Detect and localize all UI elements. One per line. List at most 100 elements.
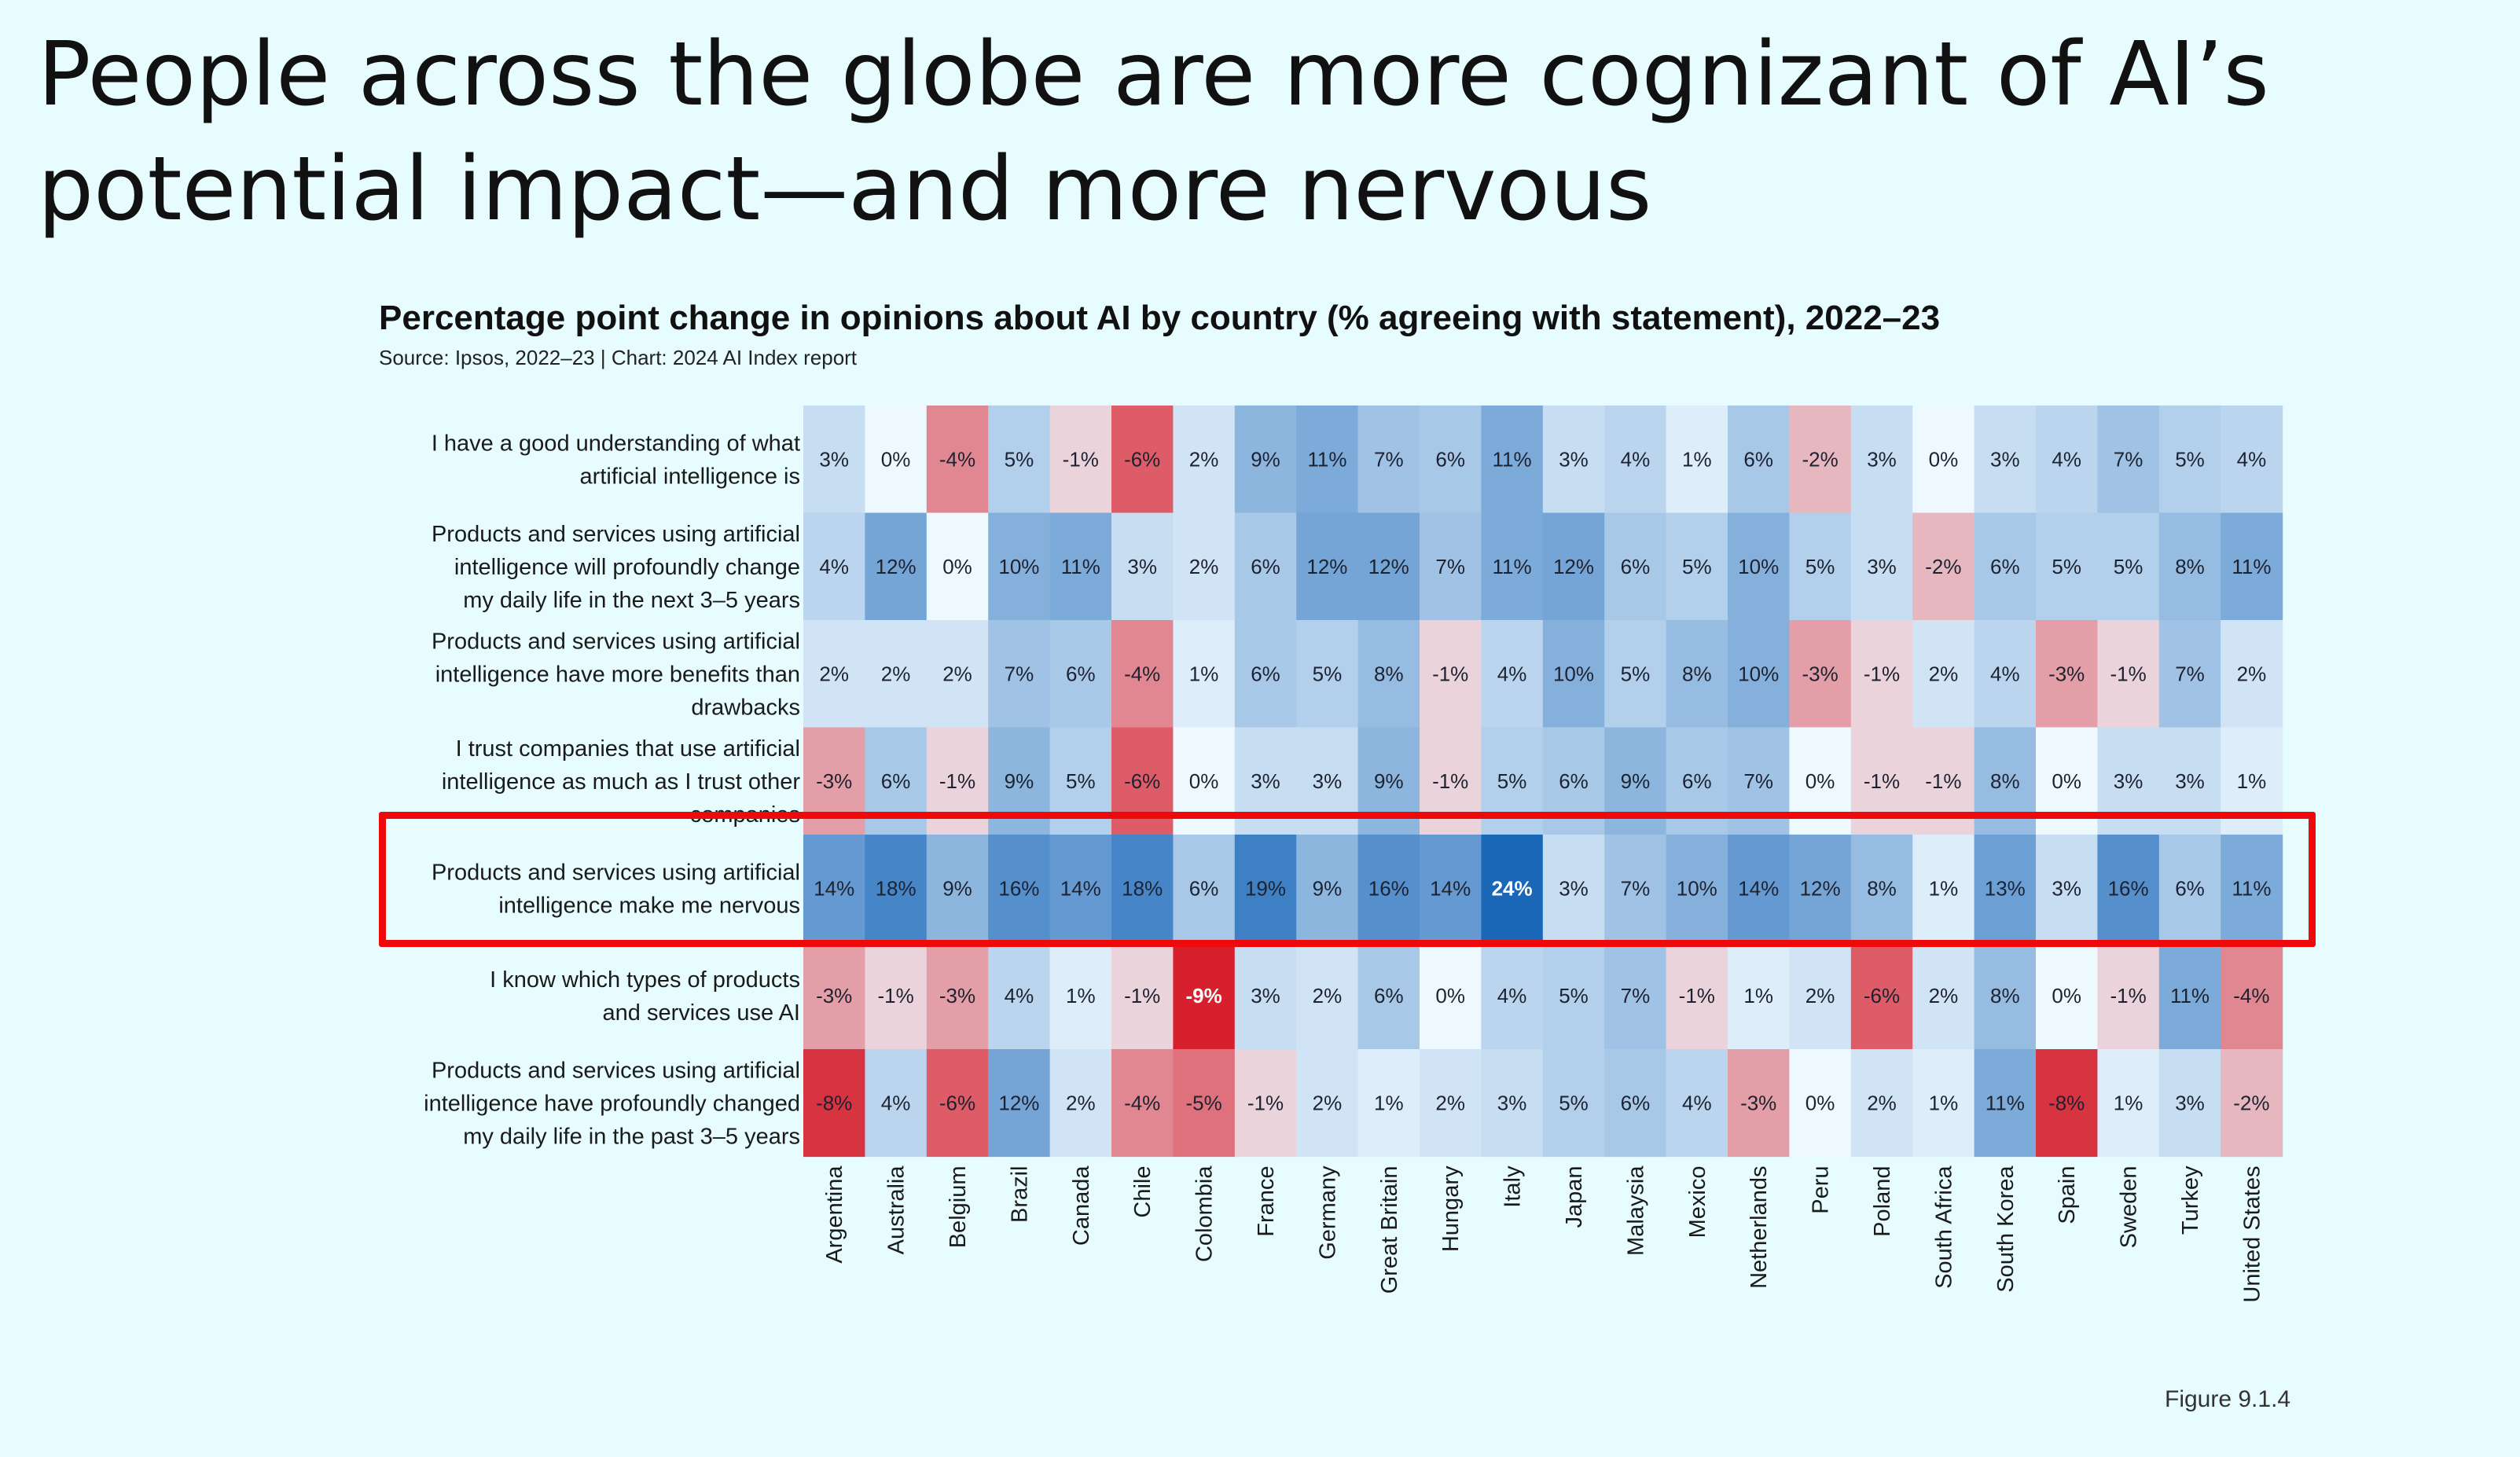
heatmap-cell <box>1789 406 1852 514</box>
cell-value-label: 7% <box>2175 662 2205 685</box>
cell-value-label: 2% <box>1806 984 1835 1007</box>
cell-value-label: 3% <box>2175 769 2205 793</box>
heatmap-cell <box>1542 941 1605 1050</box>
column-label: South Korea <box>1993 1165 2019 1293</box>
cell-value-label: 4% <box>1497 984 1527 1007</box>
cell-value-label: -4% <box>1124 1091 1160 1114</box>
cell-value-label: 12% <box>876 555 917 578</box>
heatmap-cell <box>1111 835 1174 943</box>
cell-value-label: 2% <box>1867 1091 1897 1114</box>
heatmap-cell <box>988 941 1051 1050</box>
heatmap-cell <box>1111 620 1174 728</box>
cell-value-label: 6% <box>1682 769 1712 793</box>
cell-value-label: -3% <box>939 984 975 1007</box>
heatmap-cell <box>2036 512 2098 621</box>
cell-value-label: -1% <box>1124 984 1160 1007</box>
heatmap-cell <box>2097 620 2160 728</box>
cell-value-label: 3% <box>1251 984 1280 1007</box>
cell-value-label: 9% <box>1005 769 1034 793</box>
heatmap-cell <box>1296 620 1359 728</box>
cell-value-label: 6% <box>1435 447 1465 471</box>
chart-source: Source: Ipsos, 2022–23 | Chart: 2024 AI … <box>379 346 858 369</box>
heatmap-cell <box>2036 406 2098 514</box>
cell-value-label: 0% <box>1806 769 1835 793</box>
cell-value-label: 7% <box>1374 447 1404 471</box>
cell-value-label: 5% <box>2114 555 2143 578</box>
heatmap-cell <box>1850 620 1913 728</box>
heatmap-cell <box>1850 835 1913 943</box>
heatmap-cell <box>1542 620 1605 728</box>
cell-value-label: -3% <box>1740 1091 1776 1114</box>
heatmap-cell <box>2097 406 2160 514</box>
cell-value-label: -1% <box>2110 662 2146 685</box>
cell-value-label: 9% <box>1374 769 1404 793</box>
heatmap-cell <box>1728 835 1790 943</box>
cell-value-label: -2% <box>2233 1091 2269 1114</box>
heatmap-cell <box>1666 1049 1728 1158</box>
cell-value-label: 2% <box>1189 447 1219 471</box>
cell-value-label: 8% <box>1682 662 1712 685</box>
cell-value-label: 3% <box>2175 1091 2205 1114</box>
row-label: Products and services using artificial in… <box>432 522 800 613</box>
heatmap-cell <box>1789 512 1852 621</box>
column-label: Belgium <box>946 1166 971 1249</box>
cell-value-label: 4% <box>2237 447 2267 471</box>
cell-value-label: 14% <box>1738 876 1779 900</box>
cell-value-label: 11% <box>2232 555 2271 578</box>
cell-value-label: 8% <box>1990 769 2020 793</box>
column-label: Turkey <box>2178 1165 2203 1235</box>
cell-value-label: 11% <box>1061 555 1100 578</box>
cell-value-label: 12% <box>1306 555 1347 578</box>
heatmap-cell <box>1604 406 1667 514</box>
cell-value-label: -1% <box>1247 1091 1284 1114</box>
heatmap-cell <box>2158 620 2221 728</box>
cell-value-label: -1% <box>877 984 913 1007</box>
cell-value-label: -1% <box>1432 769 1468 793</box>
heatmap-cell <box>1604 620 1667 728</box>
heatmap-cell <box>1728 1049 1790 1158</box>
cell-value-label: 2% <box>881 662 911 685</box>
cell-value-label: -3% <box>816 984 852 1007</box>
heatmap-cell <box>2158 1049 2221 1158</box>
cell-value-label: 0% <box>1189 769 1219 793</box>
cell-value-label: 8% <box>1374 662 1404 685</box>
cell-value-label: 7% <box>1435 555 1465 578</box>
cell-value-label: 5% <box>1559 1091 1589 1114</box>
column-label: Colombia <box>1192 1165 1218 1262</box>
cell-value-label: -1% <box>1864 769 1900 793</box>
cell-value-label: 0% <box>881 447 911 471</box>
cell-value-label: 4% <box>881 1091 911 1114</box>
heatmap-cell <box>1728 620 1790 728</box>
heatmap-cell <box>2158 406 2221 514</box>
heatmap-cell <box>1542 512 1605 621</box>
heatmap-cell <box>1850 406 1913 514</box>
row-label: I have a good understanding of what artif… <box>432 431 800 489</box>
cell-value-label: 0% <box>2052 984 2081 1007</box>
cell-value-label: 3% <box>1559 447 1589 471</box>
heatmap-cell <box>1604 512 1667 621</box>
heatmap-cell <box>1049 1049 1112 1158</box>
cell-value-label: -1% <box>939 769 975 793</box>
cell-value-label: -8% <box>816 1091 852 1114</box>
heatmap-cell <box>1049 835 1112 943</box>
cell-value-label: 6% <box>1743 447 1773 471</box>
cell-value-label: -4% <box>2233 984 2269 1007</box>
cell-value-label: 2% <box>819 662 849 685</box>
cell-value-label: 5% <box>1005 447 1034 471</box>
column-label: Sweden <box>2117 1166 2142 1249</box>
cell-value-label: 4% <box>1682 1091 1712 1114</box>
heatmap-cell <box>2158 835 2221 943</box>
heatmap-cell <box>803 620 865 728</box>
heatmap-cell <box>1728 406 1790 514</box>
heatmap-cell <box>1850 941 1913 1050</box>
cell-value-label: 3% <box>1867 555 1897 578</box>
heatmap-cell <box>2221 620 2283 728</box>
heatmap-cell <box>1234 941 1297 1050</box>
heatmap-cell <box>1666 512 1728 621</box>
heatmap-cell <box>1974 1049 2037 1158</box>
cell-value-label: -9% <box>1185 984 1221 1007</box>
cell-value-label: 24% <box>1492 876 1533 900</box>
heatmap-cell <box>865 620 928 728</box>
column-label: Peru <box>1809 1166 1834 1214</box>
cell-value-label: 2% <box>942 662 972 685</box>
